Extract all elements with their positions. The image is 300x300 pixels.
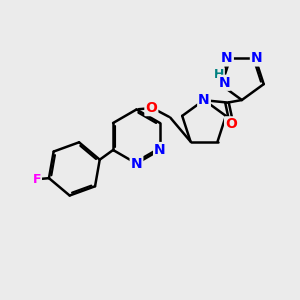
Text: N: N bbox=[131, 157, 142, 170]
Text: H: H bbox=[214, 68, 224, 81]
Text: F: F bbox=[32, 173, 41, 186]
Text: N: N bbox=[218, 76, 230, 90]
Text: N: N bbox=[154, 143, 166, 157]
Text: N: N bbox=[221, 52, 233, 65]
Text: N: N bbox=[198, 93, 210, 107]
Text: N: N bbox=[251, 52, 262, 65]
Text: O: O bbox=[225, 117, 237, 131]
Text: O: O bbox=[146, 101, 157, 115]
